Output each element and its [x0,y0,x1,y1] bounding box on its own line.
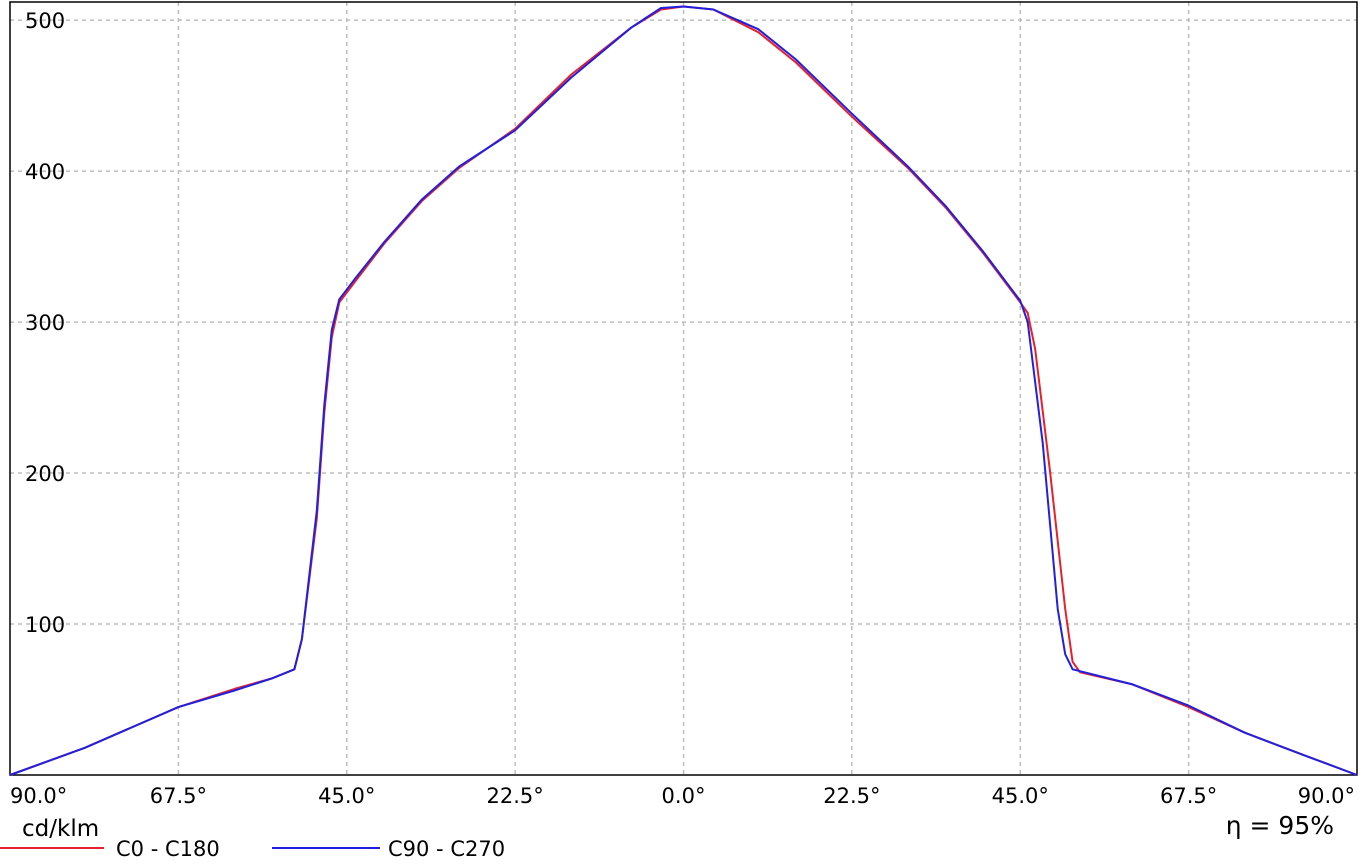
x-tick-label: 90.0° [1298,784,1355,808]
y-tick-label: 500 [25,9,65,33]
x-tick-label: 22.5° [486,784,543,808]
legend: C0 - C180 C90 - C270 [0,837,505,861]
y-tick-label: 100 [25,613,65,637]
y-tick-label: 400 [25,160,65,184]
x-tick-label: 45.0° [992,784,1049,808]
x-tick-label: 45.0° [318,784,375,808]
plot-frame [9,1,1358,776]
x-tick-label: 90.0° [10,784,67,808]
y-tick-label: 200 [25,462,65,486]
x-tick-labels: 90.0° 67.5° 45.0° 22.5° 0.0° 22.5° 45.0° 67.5° 9… [10,784,1355,808]
x-tick-label: 22.5° [823,784,880,808]
legend-label-c90-c270: C90 - C270 [388,837,505,861]
x-tick-label: 67.5° [1160,784,1217,808]
y-tick-labels: 100 200 300 400 500 [25,9,65,637]
series-line-c90-c270 [9,5,1358,776]
series-layer [9,5,1358,776]
plot-border [9,1,1358,776]
x-tick-label: 67.5° [150,784,207,808]
grid-layer [10,2,1357,775]
y-unit-label: cd/klm [22,816,99,842]
efficiency-label: η = 95% [1226,811,1334,840]
x-tick-label: 0.0° [662,784,706,808]
legend-label-c0-c180: C0 - C180 [116,837,220,861]
y-tick-label: 300 [25,311,65,335]
